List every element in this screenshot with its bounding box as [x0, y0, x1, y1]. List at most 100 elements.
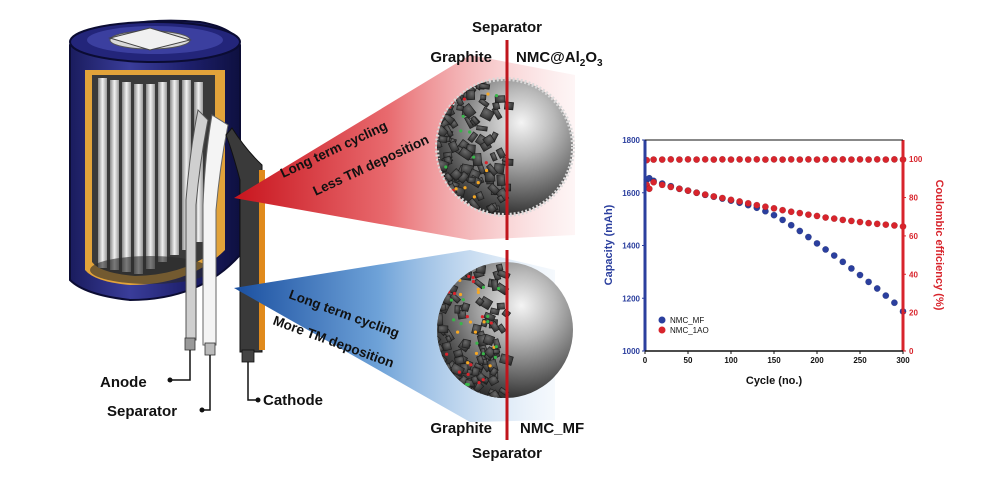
- graphite-grain: [449, 292, 462, 304]
- y-left-tick-label: 1200: [622, 294, 640, 303]
- series-2-point: [839, 155, 847, 163]
- graphite-grain: [476, 354, 485, 366]
- tm-deposit-dot: [456, 330, 460, 334]
- tm-deposit-dot: [488, 364, 492, 368]
- series-2-point: [684, 155, 692, 163]
- series-1-point: [675, 185, 683, 193]
- graphite-grain: [461, 302, 471, 313]
- graphite-grain: [441, 341, 452, 352]
- top-nmc-label: NMC@Al2O3: [516, 49, 603, 69]
- graphite-grain: [487, 182, 501, 196]
- capacity-chart: 0 50 100 150 200 250 300 1000 1200 1400 1600 1800 0 2…: [603, 136, 945, 387]
- graphite-grain: [449, 168, 463, 182]
- tm-deposit-dot: [466, 361, 470, 365]
- tm-deposit-dot: [445, 352, 449, 356]
- chart-ylabel-left: Capacity (mAh): [603, 204, 615, 285]
- series-2-point: [847, 156, 855, 164]
- tm-deposit-dot: [497, 286, 501, 291]
- tm-deposit-dot: [469, 363, 473, 367]
- y-left-tick-label: 1600: [622, 189, 640, 198]
- tm-deposit-dot: [472, 155, 476, 159]
- tm-deposit-dot: [475, 341, 479, 345]
- series-1-point: [770, 204, 778, 212]
- graphite-grain: [486, 203, 497, 214]
- bottom-interface-panel: Graphite NMC_MF Separator: [430, 250, 584, 462]
- cathode-leader: [247, 362, 258, 401]
- series-1-point: [787, 208, 795, 216]
- tm-deposit-dot: [452, 318, 456, 322]
- series-1-point: [779, 206, 787, 214]
- graphite-grain: [479, 83, 491, 90]
- series-1-point: [796, 209, 804, 217]
- graphite-grain: [489, 151, 498, 162]
- graphite-grain: [480, 94, 487, 101]
- tm-deposit-dot: [480, 315, 484, 319]
- graphite-grain: [494, 95, 506, 104]
- tm-deposit-dot: [464, 382, 469, 387]
- series-1-point: [736, 198, 744, 205]
- series-2-point: [796, 156, 804, 164]
- chart-plot-area: [645, 140, 903, 351]
- chart-xlabel: Cycle (no.): [746, 375, 803, 387]
- series-2-point: [813, 156, 821, 164]
- graphite-grain: [472, 152, 483, 167]
- series-2-point: [718, 155, 726, 163]
- y-left-tick-label: 1800: [622, 136, 640, 145]
- series-0-point: [813, 239, 821, 247]
- tm-deposit-dot: [468, 130, 472, 134]
- graphite-grain: [490, 279, 499, 292]
- series-2-point: [675, 156, 683, 164]
- legend-marker-nmc-1ao: [658, 326, 666, 334]
- series-2-point: [761, 156, 769, 164]
- series-1-point: [658, 181, 666, 189]
- series-1-point: [890, 222, 898, 229]
- y-right-tick-label: 40: [909, 270, 918, 279]
- y-right-tick-label: 100: [909, 155, 923, 164]
- series-1-point: [813, 212, 821, 220]
- graphite-grain: [489, 366, 499, 377]
- series-2-point: [890, 155, 898, 163]
- series-1-point: [865, 219, 873, 227]
- y-right-tick-label: 60: [909, 232, 918, 241]
- tm-deposit-dot: [462, 97, 467, 101]
- anode-strip: [185, 108, 209, 341]
- legend-label-nmc-1ao: NMC_1AO: [670, 326, 709, 335]
- series-1-point: [873, 220, 881, 228]
- graphite-grain: [471, 367, 480, 377]
- y-left-tick-label: 1400: [622, 242, 640, 251]
- series-1-point: [830, 215, 838, 223]
- series-1-point: [710, 192, 718, 200]
- graphite-grain: [454, 305, 461, 314]
- y-left-tick-label: 1000: [622, 347, 640, 356]
- series-2-point: [856, 155, 864, 163]
- tm-deposit-dot: [494, 94, 499, 98]
- tm-deposit-dot: [481, 352, 485, 356]
- series-2-point: [701, 155, 709, 163]
- series-2-point: [873, 155, 881, 163]
- series-2-point: [787, 155, 795, 163]
- legend-marker-nmc-mf: [658, 316, 666, 324]
- graphite-grain: [475, 297, 485, 307]
- graphite-grain: [493, 349, 500, 354]
- tm-deposit-dot: [459, 129, 463, 133]
- anode-label: Anode: [100, 374, 147, 391]
- graphite-grain: [449, 362, 465, 377]
- tm-deposit-dot: [486, 314, 490, 319]
- series-0-point: [865, 278, 873, 286]
- series-0-point: [796, 227, 804, 235]
- graphite-grain: [458, 146, 474, 161]
- series-0-point: [830, 252, 838, 259]
- graphite-grain: [489, 307, 500, 316]
- series-0-point: [822, 246, 830, 253]
- series-1-point: [701, 191, 709, 199]
- graphite-grain: [478, 97, 490, 108]
- graphite-grain: [443, 172, 454, 183]
- series-2-point: [865, 156, 873, 164]
- bottom-nmc-label: NMC_MF: [520, 420, 584, 437]
- tm-deposit-dot: [494, 345, 498, 349]
- tm-deposit-dot: [486, 92, 490, 96]
- series-1-point: [645, 185, 653, 193]
- series-1-point: [744, 199, 752, 207]
- series-2-point: [753, 155, 761, 163]
- tm-deposit-dot: [458, 292, 463, 297]
